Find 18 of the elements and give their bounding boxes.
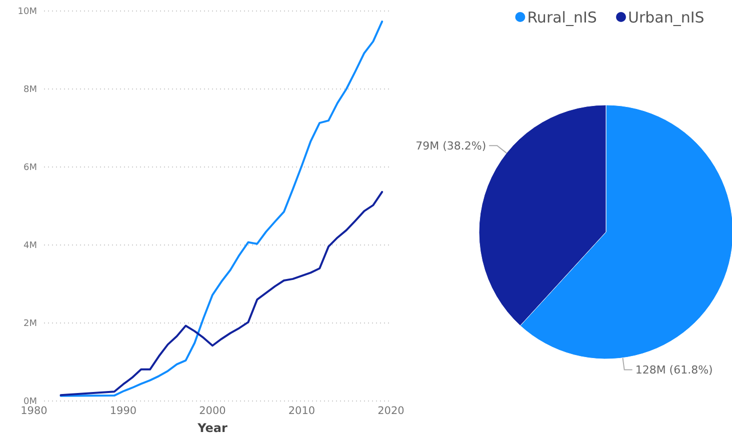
x-tick-label: 1990 [110,405,137,417]
line-series [60,190,384,396]
line-series [60,20,384,397]
x-tick-label: 2010 [288,405,316,417]
x-axis-title: Year [196,421,228,435]
data-label: 128M (61.8%) [635,364,713,377]
y-tick-label: 0M [24,397,37,408]
legend-label: Rural_nIS [527,8,597,26]
x-tick-label: 2000 [199,405,226,417]
y-tick-label: 4M [24,241,37,252]
legend-label: Urban_nIS [628,8,704,26]
y-tick-label: 6M [24,163,37,174]
x-tick-label: 1980 [20,405,48,417]
y-tick-label: 10M [18,7,37,18]
x-tick-label: 2020 [378,405,404,417]
data-label: 79M (38.2%) [416,139,486,152]
y-tick-label: 8M [24,85,37,96]
y-tick-label: 2M [24,319,37,330]
